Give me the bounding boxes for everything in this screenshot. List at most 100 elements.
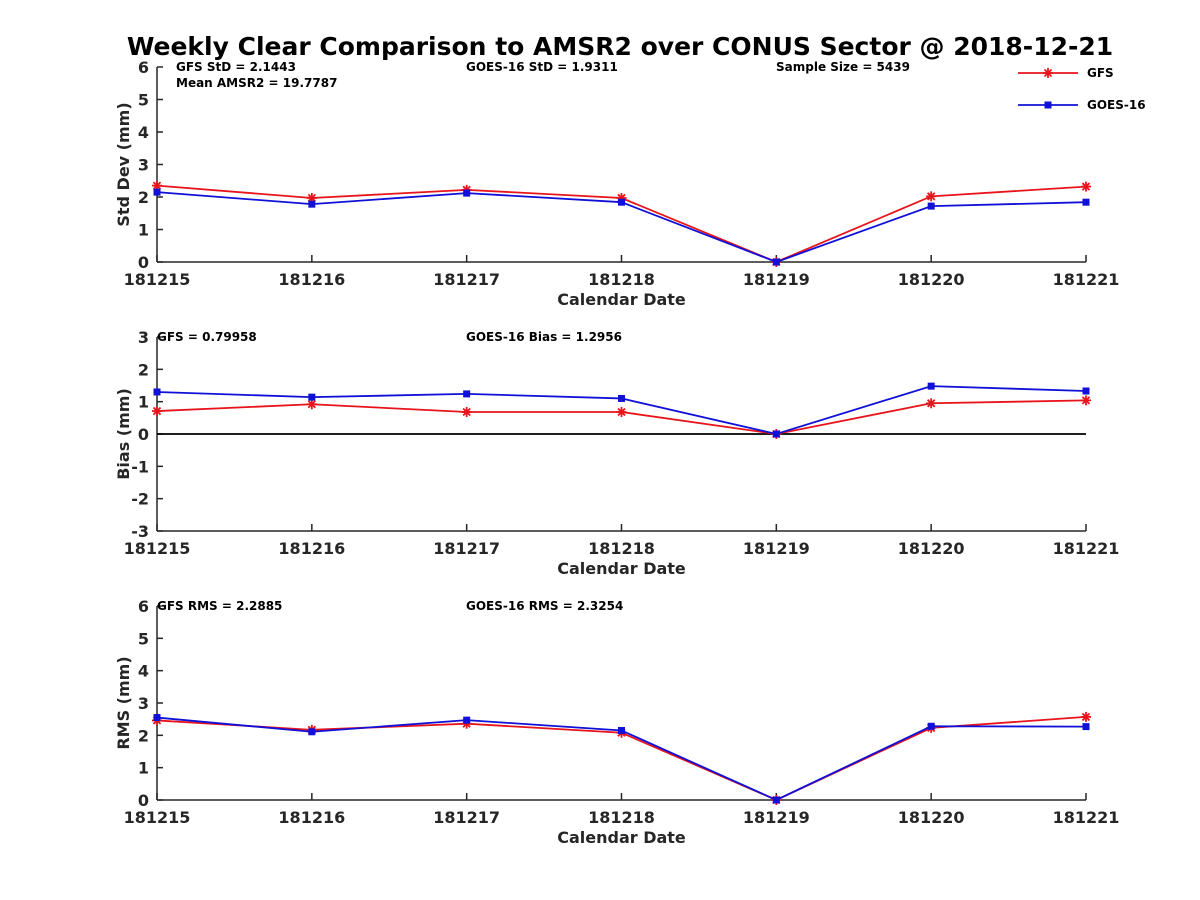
x-tick-label: 181219 bbox=[743, 539, 810, 558]
annotation-goes-bias: GOES-16 Bias = 1.2956 bbox=[466, 330, 622, 344]
x-tick-label: 181221 bbox=[1053, 808, 1120, 827]
plot-panels: 0 1 2 3 4 5 6 181215 181216 181217 181218 181219 181… bbox=[114, 58, 1119, 847]
series-line-gfs bbox=[156, 399, 1087, 435]
data-point-goes-16-shape bbox=[772, 430, 780, 438]
data-point-goes-16-shape bbox=[927, 202, 935, 210]
data-point-goes-16-shape bbox=[153, 188, 161, 196]
annotation-sample-size: Sample Size = 5439 bbox=[776, 60, 910, 74]
data-point-goes-16 bbox=[308, 200, 316, 208]
annotation-gfs-std: GFS StD = 2.1443 bbox=[176, 60, 296, 74]
data-point-gfs bbox=[926, 191, 937, 202]
data-point-goes-16 bbox=[927, 722, 935, 730]
data-point-gfs-stroke-3 bbox=[1081, 182, 1091, 191]
y-tick-label: 4 bbox=[138, 123, 149, 142]
data-point-gfs bbox=[152, 406, 162, 417]
legend-marker-gfs-stroke-3 bbox=[1043, 68, 1053, 78]
y-tick-label: 6 bbox=[138, 58, 149, 77]
data-point-goes-16-shape bbox=[153, 714, 161, 722]
y-tick-label: 3 bbox=[138, 694, 149, 713]
y-tick-label: 3 bbox=[138, 328, 149, 347]
legend-marker-gfs bbox=[1043, 68, 1053, 78]
y-tick-label: 0 bbox=[138, 253, 149, 272]
data-point-gfs-stroke-3 bbox=[1081, 396, 1091, 405]
y-tick-label: 2 bbox=[138, 360, 149, 379]
legend: GFS GOES-16 bbox=[1018, 66, 1146, 112]
x-tick-label: 181217 bbox=[433, 539, 500, 558]
x-tick-label: 181220 bbox=[898, 539, 965, 558]
annotation-gfs-bias: GFS = 0.79958 bbox=[157, 330, 257, 344]
x-tick-label: 181219 bbox=[743, 270, 810, 289]
data-point-goes-16 bbox=[772, 796, 780, 804]
x-tick-label: 181215 bbox=[124, 270, 191, 289]
y-tick-label: 5 bbox=[138, 91, 149, 110]
panel-1: 0 1 2 3 4 5 6 181215 181216 181217 181218 181219 181… bbox=[114, 58, 1119, 309]
x-tick-label: 181217 bbox=[433, 270, 500, 289]
data-point-goes-16-shape bbox=[927, 382, 935, 390]
y-axis-label: Bias (mm) bbox=[114, 388, 133, 480]
data-point-goes-16-shape bbox=[772, 258, 780, 266]
x-axis-label: Calendar Date bbox=[557, 290, 686, 309]
data-point-gfs-stroke-3 bbox=[617, 407, 626, 417]
data-point-goes-16 bbox=[463, 716, 471, 724]
data-point-goes-16-shape bbox=[463, 189, 471, 197]
y-tick-label: 1 bbox=[138, 393, 149, 412]
data-point-goes-16-shape bbox=[927, 722, 935, 730]
data-point-goes-16 bbox=[463, 189, 471, 197]
x-tick-label: 181218 bbox=[588, 539, 655, 558]
y-tick-label: 4 bbox=[138, 662, 149, 681]
data-point-gfs bbox=[1081, 711, 1091, 722]
data-point-gfs bbox=[926, 398, 937, 409]
data-point-goes-16 bbox=[618, 394, 625, 402]
x-tick-label: 181221 bbox=[1053, 539, 1120, 558]
data-point-goes-16-shape bbox=[153, 388, 161, 396]
data-point-gfs-stroke-3 bbox=[307, 193, 317, 203]
y-axis-label: Std Dev (mm) bbox=[114, 102, 133, 226]
x-tick-label: 181216 bbox=[278, 808, 345, 827]
data-point-gfs bbox=[1081, 181, 1091, 192]
y-tick-label: 2 bbox=[138, 726, 149, 745]
x-tick-label: 181217 bbox=[433, 808, 500, 827]
series-goes-16 bbox=[153, 188, 1090, 266]
series-goes-16 bbox=[153, 714, 1090, 804]
y-tick-label: 3 bbox=[138, 156, 149, 175]
data-point-goes-16-shape bbox=[618, 198, 625, 206]
x-tick-label: 181220 bbox=[898, 270, 965, 289]
panel-3: 0 1 2 3 4 5 6 181215 181216 181217 181218 181219 181… bbox=[114, 597, 1119, 847]
data-point-goes-16-shape bbox=[618, 726, 625, 734]
annotation-mean-amsr2: Mean AMSR2 = 19.7787 bbox=[176, 76, 337, 90]
data-point-goes-16-shape bbox=[463, 716, 471, 724]
x-tick-label: 181221 bbox=[1053, 270, 1120, 289]
data-point-goes-16 bbox=[1082, 198, 1090, 206]
legend-label-gfs: GFS bbox=[1087, 66, 1114, 80]
data-point-goes-16 bbox=[772, 258, 780, 266]
series-goes-16 bbox=[153, 382, 1090, 438]
data-point-goes-16-shape bbox=[772, 796, 780, 804]
data-point-goes-16 bbox=[153, 188, 161, 196]
data-point-gfs-stroke-3 bbox=[1081, 712, 1091, 722]
x-axis-label: Calendar Date bbox=[557, 828, 686, 847]
data-point-goes-16-shape bbox=[1082, 198, 1090, 206]
x-axis-label: Calendar Date bbox=[557, 559, 686, 578]
y-tick-label: 6 bbox=[138, 597, 149, 616]
y-tick-label: 0 bbox=[138, 791, 149, 810]
data-point-gfs bbox=[616, 407, 627, 418]
x-tick-label: 181220 bbox=[898, 808, 965, 827]
y-tick-label: -2 bbox=[131, 490, 149, 509]
x-tick-label: 181215 bbox=[124, 808, 191, 827]
data-point-goes-16 bbox=[308, 728, 316, 736]
y-tick-label: -1 bbox=[131, 457, 149, 476]
legend-marker-goes-16 bbox=[1044, 101, 1052, 109]
y-tick-label: 0 bbox=[138, 425, 149, 444]
data-point-gfs-stroke-3 bbox=[926, 192, 936, 201]
y-tick-label: 5 bbox=[138, 629, 149, 648]
x-tick-label: 181216 bbox=[278, 270, 345, 289]
data-point-goes-16-shape bbox=[1082, 723, 1090, 731]
data-point-goes-16 bbox=[927, 202, 935, 210]
data-point-goes-16 bbox=[1082, 387, 1090, 395]
data-point-goes-16 bbox=[153, 714, 161, 722]
x-tick-label: 181218 bbox=[588, 808, 655, 827]
annotation-goes-std: GOES-16 StD = 1.9311 bbox=[466, 60, 618, 74]
data-point-gfs bbox=[306, 399, 317, 410]
data-point-goes-16 bbox=[1082, 723, 1090, 731]
annotation-gfs-rms: GFS RMS = 2.2885 bbox=[157, 599, 282, 613]
